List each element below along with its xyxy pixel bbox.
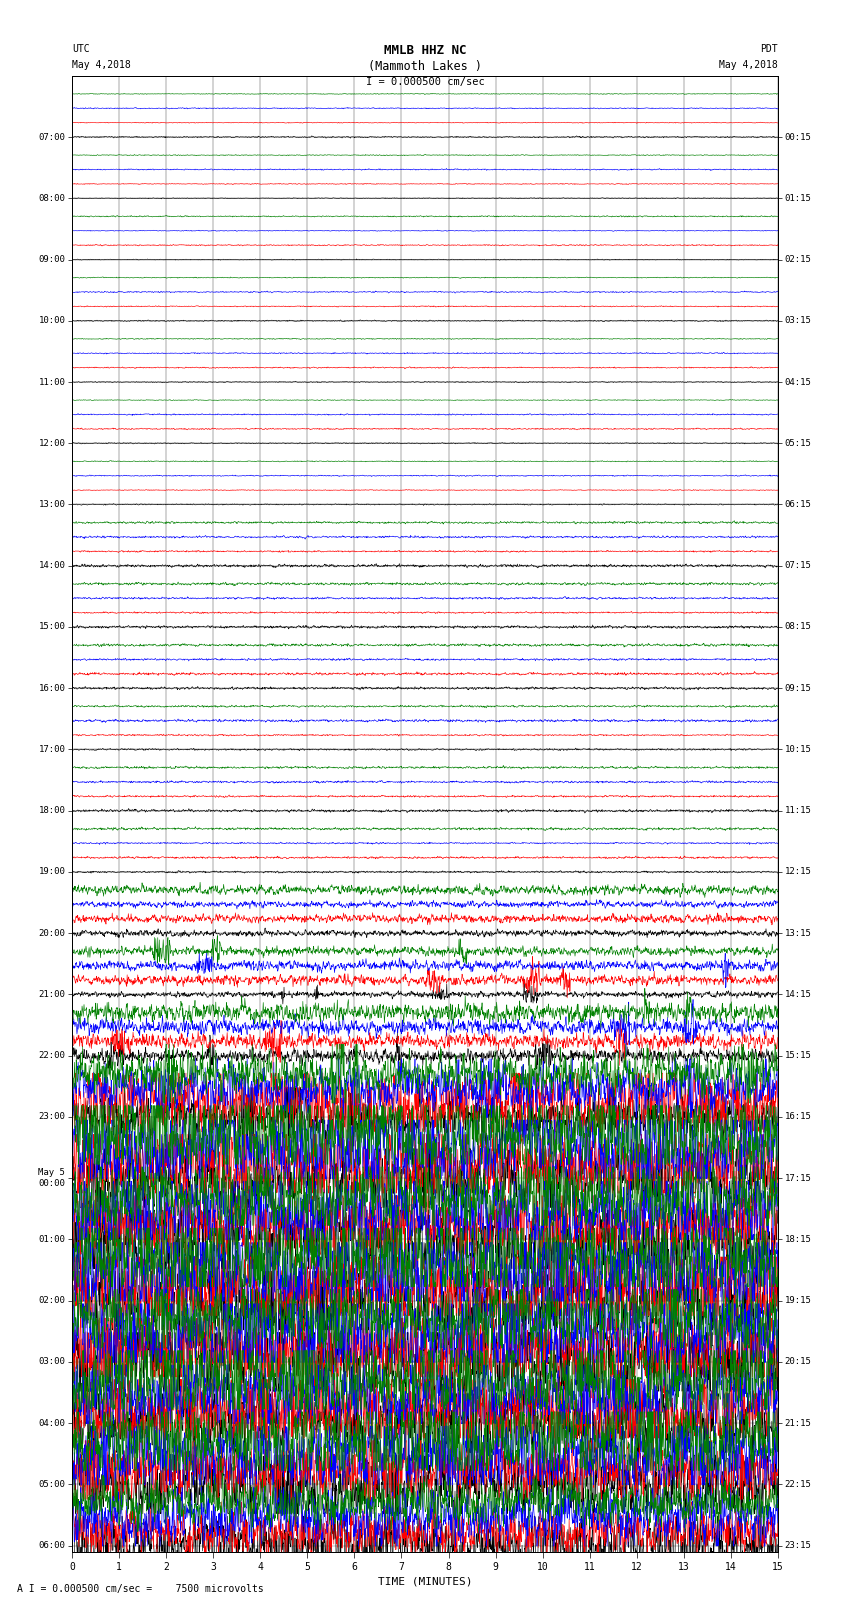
Text: May 4,2018: May 4,2018 <box>72 60 131 69</box>
X-axis label: TIME (MINUTES): TIME (MINUTES) <box>377 1576 473 1586</box>
Text: May 4,2018: May 4,2018 <box>719 60 778 69</box>
Text: PDT: PDT <box>760 44 778 53</box>
Text: UTC: UTC <box>72 44 90 53</box>
Text: A I = 0.000500 cm/sec =    7500 microvolts: A I = 0.000500 cm/sec = 7500 microvolts <box>17 1584 264 1594</box>
Text: (Mammoth Lakes ): (Mammoth Lakes ) <box>368 60 482 73</box>
Text: I = 0.000500 cm/sec: I = 0.000500 cm/sec <box>366 77 484 87</box>
Text: MMLB HHZ NC: MMLB HHZ NC <box>383 44 467 56</box>
